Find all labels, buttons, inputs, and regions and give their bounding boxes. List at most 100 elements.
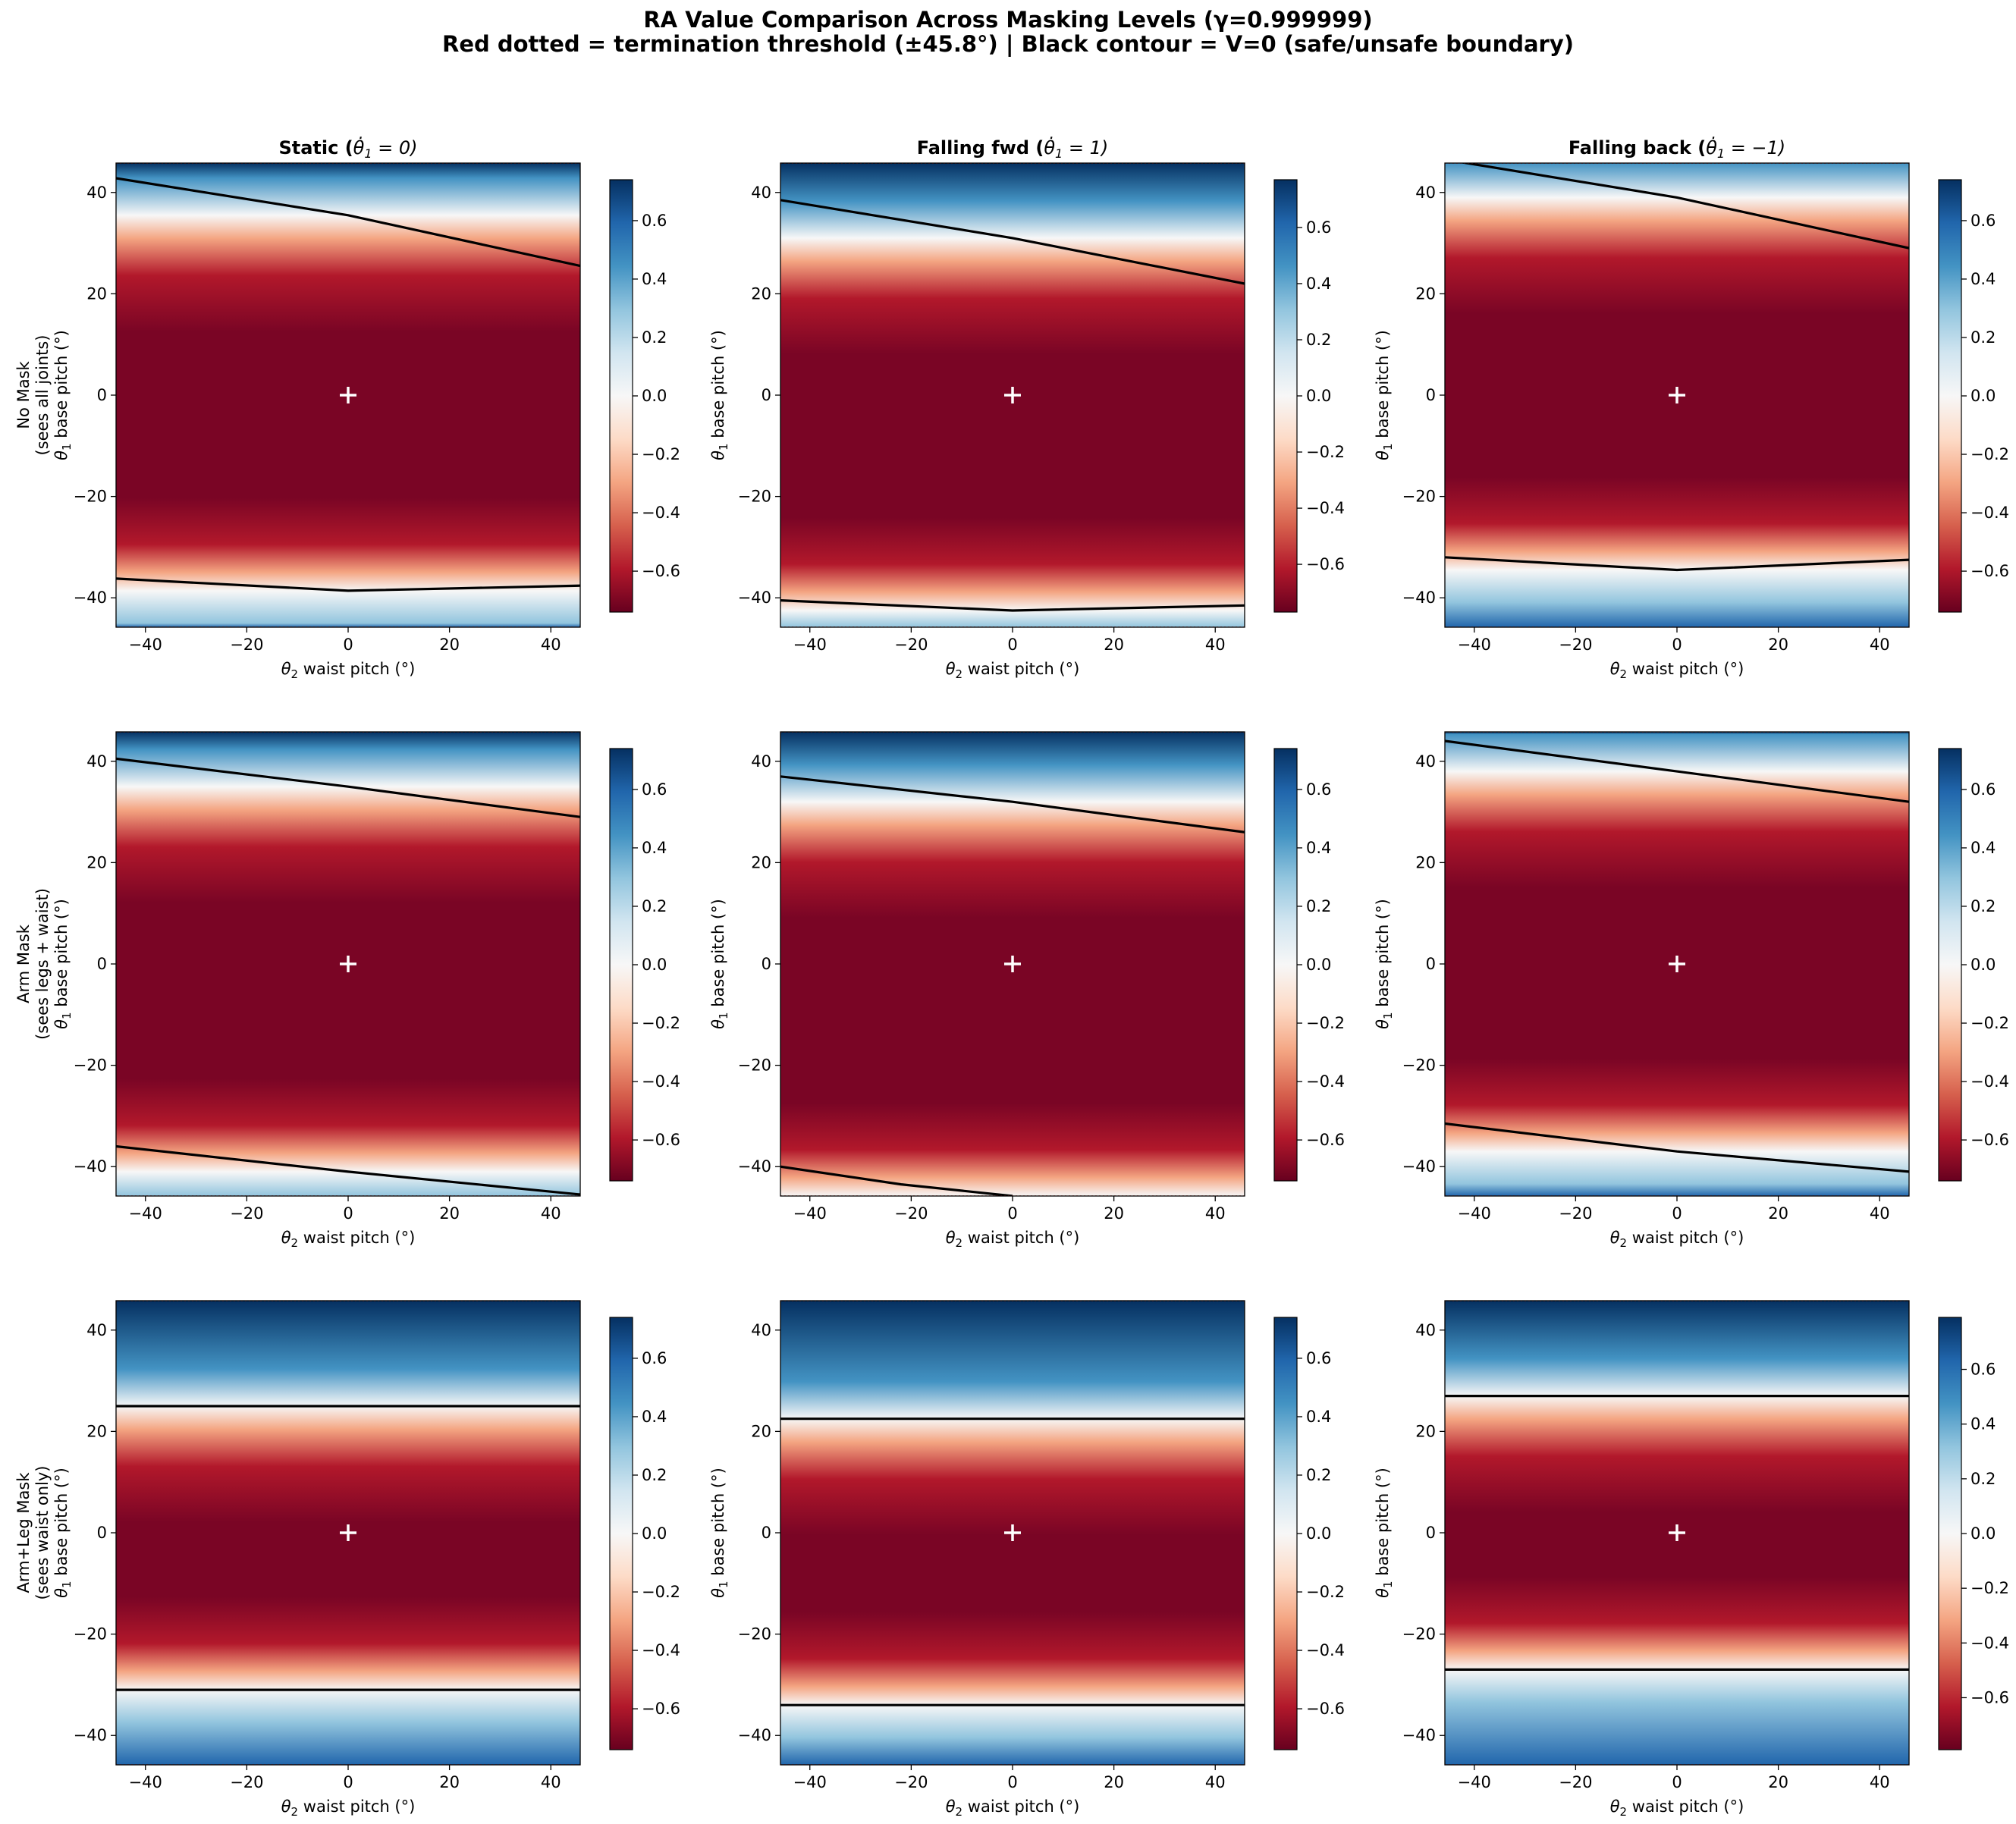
colorbar-tick-label: 0.6: [1970, 780, 1996, 799]
y-tick-label: 40: [86, 1321, 107, 1339]
y-tick-label: −40: [1402, 1726, 1436, 1744]
y-tick-label: 40: [751, 184, 771, 202]
colorbar-tick-label: −0.4: [1306, 499, 1345, 517]
colorbar-tick-label: −0.6: [642, 1131, 680, 1149]
colorbar-tick-label: 0.6: [1306, 1349, 1331, 1367]
figure-title-line-2: Red dotted = termination threshold (±45.…: [442, 31, 1574, 57]
y-tick-label: 0: [1426, 386, 1436, 404]
origin-marker: [340, 387, 356, 403]
x-tick-label: −40: [129, 1773, 162, 1791]
y-tick-label: −40: [74, 589, 107, 607]
colorbar-tick-label: 0.0: [1306, 956, 1331, 974]
y-tick-label: 20: [751, 284, 771, 303]
x-tick-label: 0: [1007, 1773, 1017, 1791]
colorbar-tick-label: −0.2: [1306, 1014, 1345, 1032]
row-mask-detail: (sees legs + waist): [33, 888, 52, 1040]
x-tick-label: −40: [793, 636, 827, 654]
x-tick-label: −20: [894, 1204, 928, 1223]
x-tick-label: −20: [1559, 1204, 1592, 1223]
v0-contour-line: [116, 177, 580, 268]
v0-contour-line: [1445, 556, 1909, 572]
x-tick-label: 0: [1672, 636, 1682, 654]
colorbar-tick-label: 0.6: [642, 1349, 667, 1367]
x-tick-label: −40: [129, 1204, 162, 1223]
v0-contour-line: [1459, 163, 1909, 250]
row-mask-name: No Mask: [14, 361, 33, 429]
x-tick-label: 20: [1768, 1773, 1788, 1791]
v0-contour-line: [780, 1165, 1013, 1196]
y-tick-label: 40: [1415, 184, 1436, 202]
colorbar-tick-label: 0.4: [1306, 1408, 1331, 1426]
colorbar-tick-label: −0.4: [1306, 1072, 1345, 1091]
colorbar-tick-label: 0.0: [1970, 1524, 1996, 1543]
x-tick-label: 40: [1205, 1773, 1226, 1791]
colorbar-tick-label: 0.4: [642, 839, 667, 857]
colorbar: [1273, 748, 1298, 1182]
colorbar-tick-label: −0.4: [642, 1641, 680, 1659]
x-tick-label: 40: [1870, 1773, 1890, 1791]
x-axis-label: θ2 waist pitch (°): [1610, 1229, 1744, 1250]
y-tick-label: 0: [1426, 1524, 1436, 1542]
v0-contour-line: [780, 199, 1245, 285]
y-tick-label: 20: [86, 284, 107, 303]
x-tick-label: −20: [230, 1204, 263, 1223]
y-tick-label: 20: [86, 1422, 107, 1440]
x-axis-label: θ2 waist pitch (°): [281, 1797, 416, 1819]
y-axis-label: θ1 base pitch (°): [1374, 1468, 1395, 1598]
v0-contour-line: [116, 1144, 580, 1196]
y-axis-label: θ1 base pitch (°): [52, 1468, 74, 1598]
x-axis-label: θ2 waist pitch (°): [281, 660, 416, 681]
y-axis-label: θ1 base pitch (°): [709, 1468, 730, 1598]
x-tick-label: −40: [1458, 1773, 1491, 1791]
x-tick-label: 20: [439, 1204, 460, 1223]
v0-contour-line: [116, 577, 580, 592]
origin-marker: [1004, 956, 1021, 972]
x-tick-label: 40: [1870, 636, 1890, 654]
colorbar-tick-label: 0.6: [1970, 1361, 1996, 1379]
v0-contour-line: [1445, 739, 1909, 803]
colorbar-tick-label: −0.6: [642, 1700, 680, 1718]
subplot-1-1: −40 −20 0 20 40 −40 −20 0 20 40 θ2 waist pitch (°)…: [709, 731, 1345, 1250]
colorbar-tick-label: 0.6: [642, 780, 667, 799]
x-tick-label: −40: [129, 636, 162, 654]
x-tick-label: 20: [1768, 636, 1788, 654]
y-tick-label: 20: [1415, 1422, 1436, 1440]
row-mask-detail: (sees waist only): [33, 1466, 52, 1600]
y-axis-label: θ1 base pitch (°): [709, 330, 730, 460]
y-axis-label: θ1 base pitch (°): [52, 330, 74, 460]
x-tick-label: −20: [894, 1773, 928, 1791]
y-tick-label: −20: [74, 488, 107, 506]
y-tick-label: −40: [1402, 589, 1436, 607]
x-tick-label: −20: [1559, 1773, 1592, 1791]
y-tick-label: −40: [738, 1157, 771, 1176]
y-axis-label: θ1 base pitch (°): [1374, 899, 1395, 1029]
y-tick-label: −20: [74, 1625, 107, 1643]
colorbar: [609, 179, 633, 613]
colorbar-tick-label: 0.2: [642, 1466, 667, 1484]
origin-marker: [1669, 387, 1685, 403]
x-tick-label: 20: [439, 636, 460, 654]
x-tick-label: −20: [230, 1773, 263, 1791]
colorbar: [1938, 748, 1962, 1182]
colorbar-tick-label: 0.0: [642, 956, 667, 974]
x-axis-label: θ2 waist pitch (°): [281, 1229, 416, 1250]
colorbar-tick-label: 0.0: [1306, 387, 1331, 405]
v0-contour-line: [780, 599, 1245, 612]
y-tick-label: 40: [1415, 1321, 1436, 1339]
colorbar-tick-label: 0.2: [642, 897, 667, 915]
colorbar-tick-label: −0.4: [1970, 1072, 2009, 1091]
x-tick-label: 0: [343, 1204, 353, 1223]
origin-marker: [1004, 1524, 1021, 1541]
y-tick-label: 0: [761, 955, 771, 973]
origin-marker: [1004, 387, 1021, 403]
v0-contour-line: [1445, 1122, 1909, 1173]
y-tick-label: 20: [751, 1422, 771, 1440]
x-tick-label: −40: [1458, 636, 1491, 654]
panels: −40 −20 0 20 40 −40 −20 0 20 40 θ2 waist pitch (°)…: [14, 137, 2009, 1819]
colorbar-tick-label: 0.6: [1970, 212, 1996, 230]
y-tick-label: 40: [86, 184, 107, 202]
x-tick-label: 0: [343, 1773, 353, 1791]
y-tick-label: 0: [97, 386, 107, 404]
colorbar-tick-label: 0.4: [1970, 1415, 1996, 1433]
subplot-0-2: −40 −20 0 20 40 −40 −20 0 20 40 θ2 waist pitch (°)…: [1374, 137, 2009, 681]
